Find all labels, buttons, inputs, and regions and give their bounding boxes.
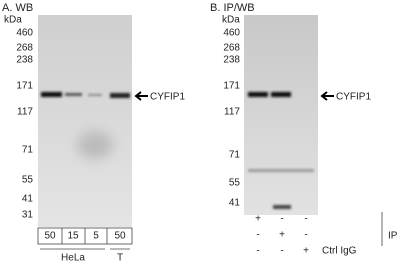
arrow (320, 91, 334, 101)
marker-label: 460 (223, 28, 240, 39)
lane-amount: 50 (114, 231, 126, 242)
marker-label: 238 (223, 55, 240, 66)
row-label: Ctrl IgG (322, 246, 357, 257)
ip-sign: - (256, 246, 259, 257)
blot (38, 15, 132, 227)
blot (244, 15, 318, 215)
ip-sign: - (280, 214, 283, 225)
smear (77, 131, 113, 159)
marker-label: 31 (22, 210, 34, 221)
marker-label: 117 (224, 107, 240, 118)
band (273, 205, 291, 209)
band-label: CYFIP1 (150, 92, 185, 103)
marker-label: 41 (22, 194, 34, 205)
marker-label: 238 (16, 55, 33, 66)
marker-label: 55 (22, 175, 34, 186)
band (65, 93, 82, 96)
panel-title: A. WB (2, 2, 33, 14)
ip-sign: - (256, 230, 259, 241)
lane-amount: 5 (93, 231, 99, 242)
ip-sign: - (304, 230, 307, 241)
ip-sign: + (303, 246, 309, 257)
lane-amount: 15 (67, 231, 79, 242)
marker-label: 171 (16, 81, 33, 92)
ip-sign: - (304, 214, 307, 225)
band (271, 92, 291, 97)
marker-label: 460 (16, 28, 33, 39)
marker-label: 171 (223, 81, 240, 92)
marker-label: 71 (229, 150, 241, 161)
arrow (134, 91, 148, 101)
marker-label: 268 (16, 43, 33, 54)
band (110, 93, 130, 98)
band (248, 92, 268, 97)
cell-line: T (117, 253, 123, 264)
marker-label: 117 (17, 107, 33, 118)
marker-label: 268 (223, 43, 240, 54)
band-label: CYFIP1 (336, 92, 371, 103)
unit-label: kDa (4, 15, 22, 26)
panel-title: B. IP/WB (210, 2, 255, 14)
band (248, 169, 314, 172)
marker-label: 55 (229, 178, 241, 189)
ip-label: IP (388, 231, 398, 242)
ip-sign: + (279, 230, 285, 241)
ip-sign: + (255, 214, 261, 225)
band (41, 92, 62, 97)
ip-sign: - (280, 246, 283, 257)
lane-amount: 50 (44, 231, 56, 242)
unit-label: kDa (222, 15, 240, 26)
cell-line: HeLa (61, 253, 85, 264)
marker-label: 71 (22, 145, 34, 156)
band (88, 94, 102, 96)
marker-label: 41 (229, 198, 241, 209)
